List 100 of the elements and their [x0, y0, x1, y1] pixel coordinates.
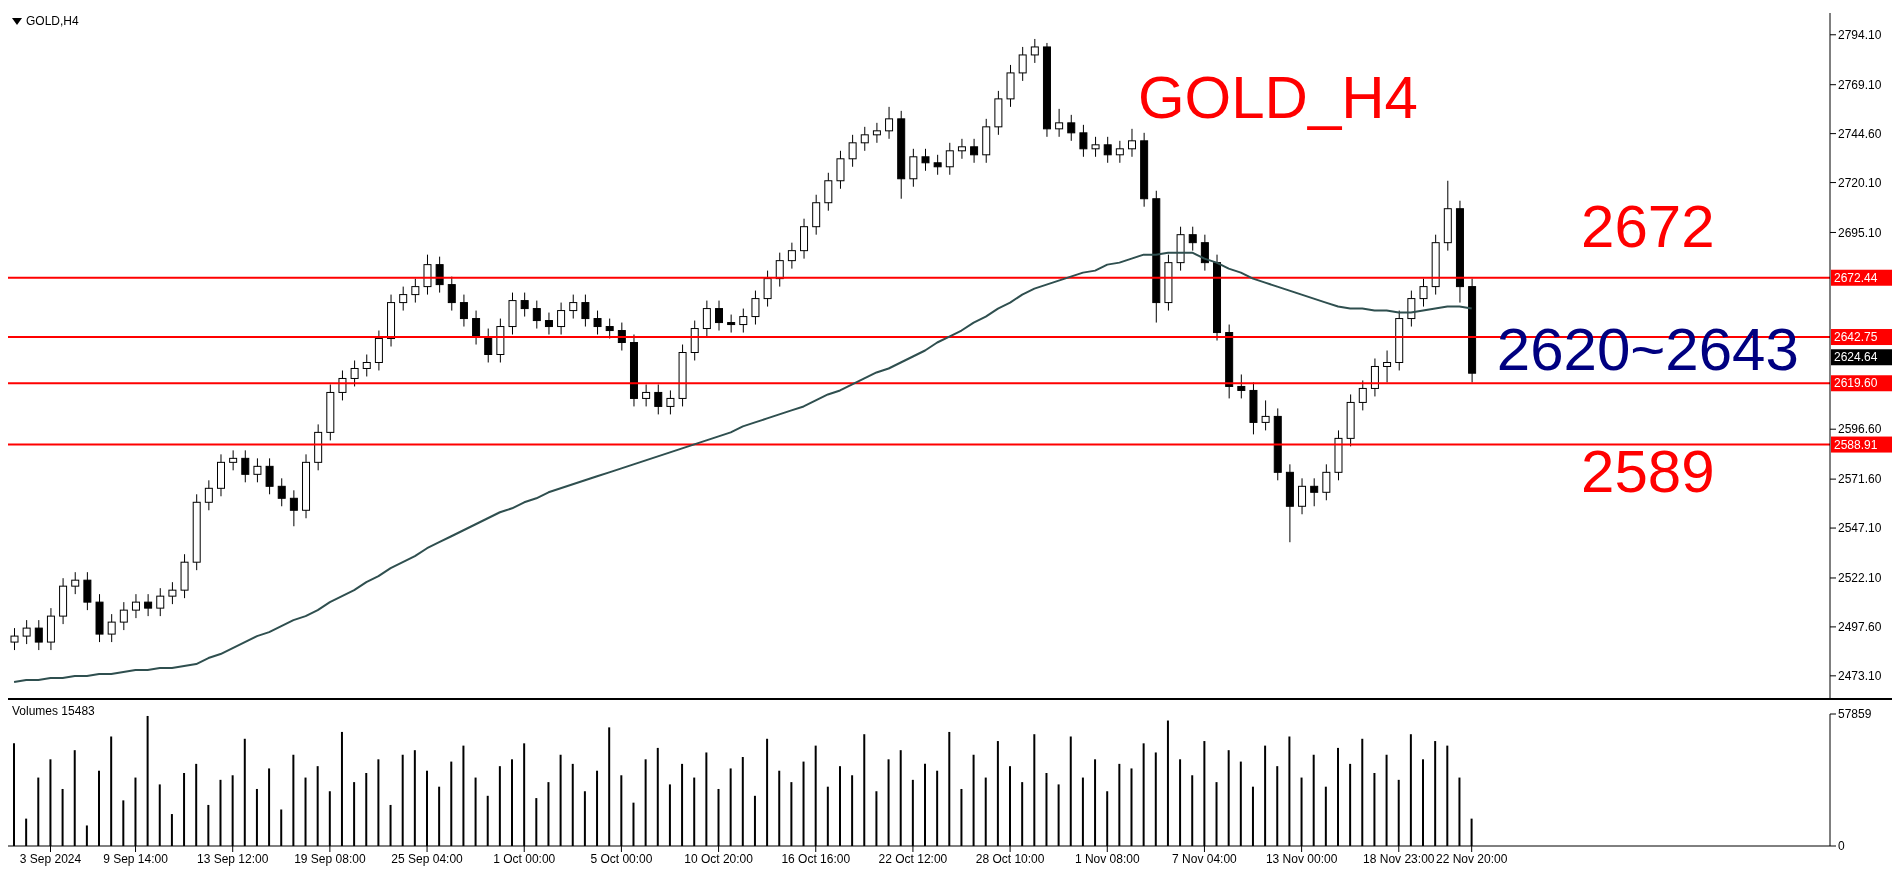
- candlestick: [557, 302, 566, 336]
- y-tick-label: 2473.10: [1838, 669, 1882, 684]
- chart-title: GOLD,H4: [26, 14, 79, 28]
- candlestick: [702, 300, 711, 338]
- y-tick-label: 0: [1838, 839, 1845, 854]
- candlestick: [204, 479, 213, 511]
- candlestick: [119, 601, 128, 631]
- annotation: 2589: [1581, 437, 1715, 505]
- x-tick-label: 19 Sep 08:00: [294, 851, 366, 866]
- y-tick-label: 2769.10: [1838, 77, 1882, 92]
- candlestick: [241, 449, 250, 483]
- candlestick: [569, 294, 578, 320]
- candlestick: [411, 278, 420, 304]
- candlestick: [1322, 463, 1331, 501]
- candlestick: [812, 194, 821, 236]
- y-tick-label: 57859: [1838, 707, 1872, 722]
- candlestick: [459, 294, 468, 328]
- candlestick: [484, 328, 493, 363]
- x-tick-label: 22 Nov 20:00: [1435, 851, 1508, 866]
- candlestick: [593, 310, 602, 336]
- candlestick: [265, 457, 274, 495]
- y-tick-label: 2720.10: [1838, 175, 1882, 190]
- x-tick-label: 3 Sep 2024: [19, 851, 82, 866]
- candlestick: [763, 270, 772, 308]
- ref-line-label: 2672.44: [1834, 270, 1878, 285]
- candlestick: [1018, 46, 1027, 82]
- candlestick: [423, 254, 432, 296]
- candlestick: [715, 300, 724, 332]
- candlestick: [909, 148, 918, 188]
- candlestick: [1030, 38, 1039, 64]
- y-tick-label: 2547.10: [1838, 521, 1882, 536]
- candlestick: [374, 330, 383, 371]
- candlestick: [1103, 136, 1112, 164]
- candlestick: [362, 354, 371, 377]
- x-tick-label: 13 Sep 12:00: [197, 851, 269, 866]
- candlestick: [83, 571, 92, 611]
- candlestick: [848, 134, 857, 168]
- candlestick: [970, 138, 979, 164]
- candlestick: [957, 138, 966, 160]
- candlestick: [156, 587, 165, 617]
- candlestick: [1310, 477, 1319, 507]
- candlestick: [1091, 136, 1100, 158]
- candlestick: [1358, 379, 1367, 411]
- y-tick-label: 2695.10: [1838, 225, 1882, 240]
- candlestick: [472, 310, 481, 346]
- candlestick: [22, 619, 31, 645]
- candlestick: [1419, 278, 1428, 308]
- candlestick: [253, 457, 262, 483]
- candlestick: [532, 300, 541, 330]
- candlestick: [168, 581, 177, 605]
- candlestick: [921, 148, 930, 172]
- candlestick: [1200, 234, 1209, 272]
- candlestick: [34, 619, 43, 651]
- candlestick: [933, 154, 942, 176]
- candlestick: [800, 218, 809, 260]
- candlestick: [1298, 477, 1307, 515]
- x-tick-label: 22 Oct 12:00: [878, 851, 948, 866]
- y-tick-label: 2596.60: [1838, 422, 1882, 437]
- candlestick: [1261, 399, 1270, 431]
- candlestick: [350, 359, 359, 387]
- x-tick-label: 7 Nov 04:00: [1172, 851, 1238, 866]
- x-tick-label: 28 Oct 10:00: [975, 851, 1045, 866]
- candlestick: [399, 286, 408, 312]
- annotation: GOLD_H4: [1137, 64, 1418, 132]
- candlestick: [107, 613, 116, 643]
- y-tick-label: 2497.60: [1838, 620, 1882, 635]
- x-tick-label: 9 Sep 14:00: [103, 851, 169, 866]
- y-tick-label: 2744.60: [1838, 126, 1882, 141]
- candlestick: [144, 593, 153, 617]
- candlestick: [751, 290, 760, 326]
- ref-line-label: 2619.60: [1834, 376, 1878, 391]
- candlestick: [836, 150, 845, 190]
- candlestick: [787, 242, 796, 270]
- candlestick: [1115, 140, 1124, 164]
- ref-line-label: 2642.75: [1834, 330, 1878, 345]
- candlestick: [654, 383, 663, 415]
- chart-title: Volumes 15483: [12, 704, 95, 718]
- candlestick: [739, 308, 748, 334]
- candlestick: [277, 477, 286, 507]
- ref-line-label: 2588.91: [1834, 437, 1878, 452]
- candlestick: [1067, 114, 1076, 142]
- x-tick-label: 5 Oct 00:00: [590, 851, 653, 866]
- candlestick: [775, 252, 784, 288]
- candlestick: [642, 383, 651, 407]
- candlestick: [229, 449, 238, 471]
- candlestick: [666, 389, 675, 415]
- candlestick: [860, 126, 869, 152]
- candlestick: [1407, 290, 1416, 328]
- x-tick-label: 1 Nov 08:00: [1074, 851, 1140, 866]
- x-tick-label: 10 Oct 20:00: [684, 851, 754, 866]
- candlestick: [885, 106, 894, 140]
- x-tick-label: 1 Oct 00:00: [493, 851, 556, 866]
- y-tick-label: 2522.10: [1838, 571, 1882, 586]
- text: 2624.64: [1834, 350, 1878, 365]
- candlestick: [824, 172, 833, 212]
- candlestick: [289, 489, 298, 527]
- candlestick: [1188, 226, 1197, 252]
- candlestick: [71, 571, 80, 595]
- candlestick: [581, 294, 590, 328]
- candlestick: [872, 122, 881, 144]
